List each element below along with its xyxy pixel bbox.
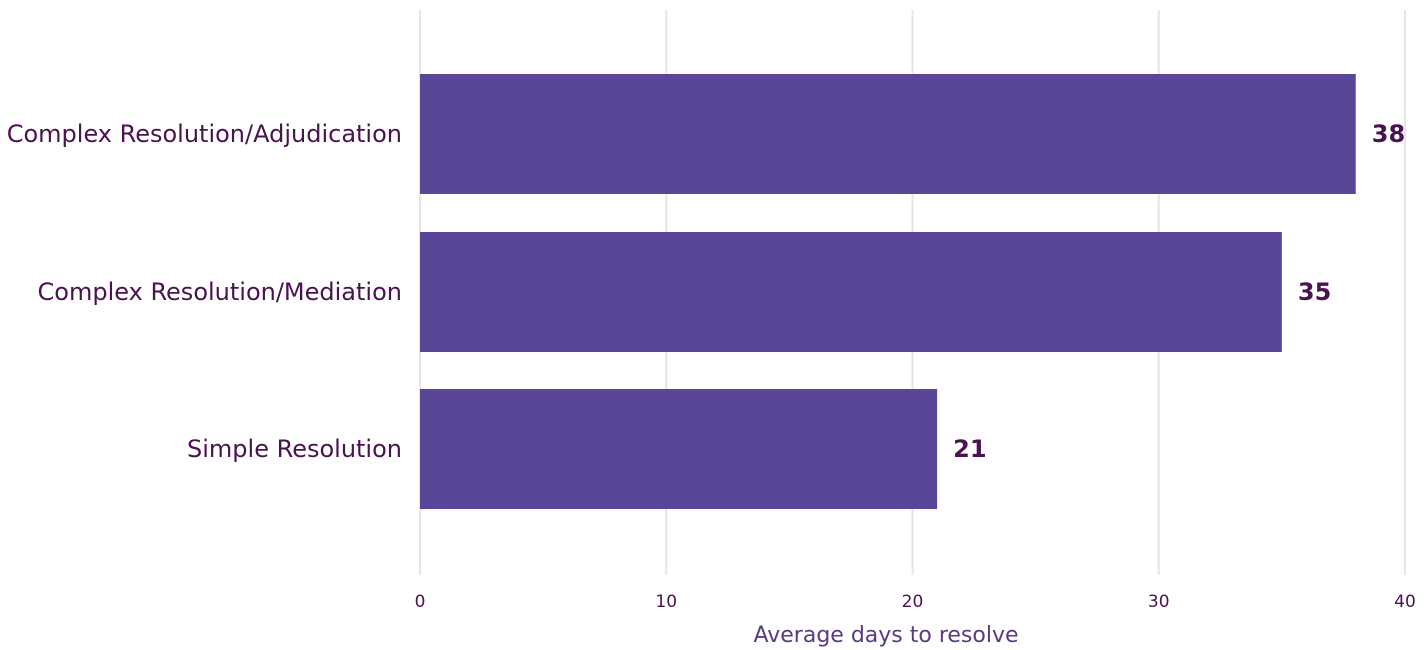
value-label-complex-resolution-mediation: 35 [1298,278,1331,306]
category-label-simple-resolution: Simple Resolution [187,435,402,463]
bar-complex-resolution-adjudication [420,74,1356,194]
category-labels: Complex Resolution/Adjudication Complex R… [7,120,402,463]
x-axis-title: Average days to resolve [753,623,1018,648]
x-tick-label-0: 0 [415,592,426,612]
bar-complex-resolution-mediation [420,232,1282,352]
value-labels: 38 35 21 [953,120,1405,463]
category-label-complex-resolution-adjudication: Complex Resolution/Adjudication [7,120,402,148]
x-tick-label-30: 30 [1148,592,1170,612]
category-label-complex-resolution-mediation: Complex Resolution/Mediation [38,278,402,306]
value-label-complex-resolution-adjudication: 38 [1372,120,1405,148]
bar-simple-resolution [420,389,938,509]
x-axis-ticks: 0 10 20 30 40 [415,592,1416,612]
x-tick-label-20: 20 [902,592,924,612]
x-tick-label-40: 40 [1394,592,1416,612]
bars [420,74,1356,509]
value-label-simple-resolution: 21 [953,435,986,463]
x-tick-label-10: 10 [655,592,677,612]
